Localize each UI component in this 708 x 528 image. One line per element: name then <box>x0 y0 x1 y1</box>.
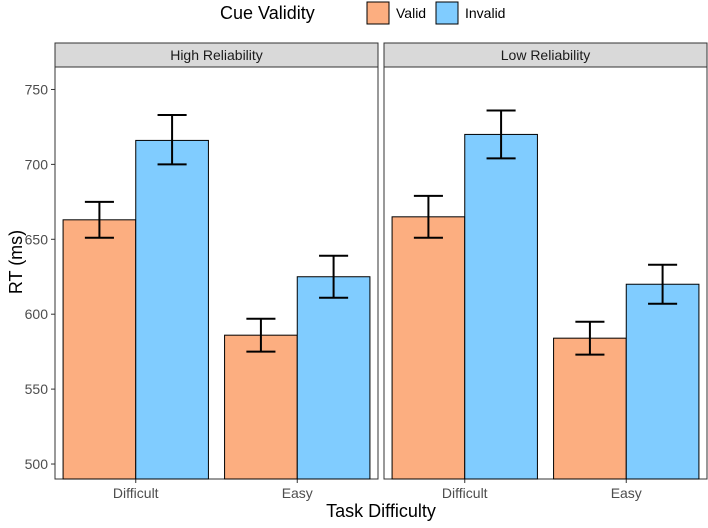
bar-valid <box>553 337 627 480</box>
y-tick-label: 700 <box>25 156 49 172</box>
y-tick-label: 550 <box>25 381 49 397</box>
panel-title: Low Reliability <box>501 47 590 63</box>
panel-border <box>383 66 708 480</box>
y-tick-label: 650 <box>25 231 49 247</box>
y-tick-label: 500 <box>25 456 49 472</box>
x-axis-title: Task Difficulty <box>326 501 436 521</box>
legend-key-valid <box>366 1 390 25</box>
panel-strip <box>383 42 708 68</box>
legend-label-invalid: Invalid <box>465 5 505 21</box>
x-tick-label: Easy <box>611 485 642 501</box>
legend-key-invalid <box>435 1 459 25</box>
legend-title: Cue Validity <box>220 3 315 23</box>
panel-title: High Reliability <box>170 47 263 63</box>
y-tick-label: 600 <box>25 306 49 322</box>
y-tick-label: 750 <box>25 81 49 97</box>
bar-valid <box>62 219 137 480</box>
x-tick-label: Easy <box>282 485 313 501</box>
x-tick-label: Difficult <box>113 485 159 501</box>
x-tick-label: Difficult <box>442 485 488 501</box>
panel-border <box>54 66 379 480</box>
bar-invalid <box>464 133 538 480</box>
legend: Cue Validity Valid Invalid <box>220 1 505 25</box>
bar-invalid <box>135 139 209 480</box>
legend-label-valid: Valid <box>396 5 426 21</box>
bar-invalid <box>625 283 700 480</box>
bar-valid <box>391 216 466 480</box>
bar-valid <box>224 334 298 480</box>
bar-invalid <box>296 276 371 480</box>
y-axis-title: RT (ms) <box>6 230 26 294</box>
